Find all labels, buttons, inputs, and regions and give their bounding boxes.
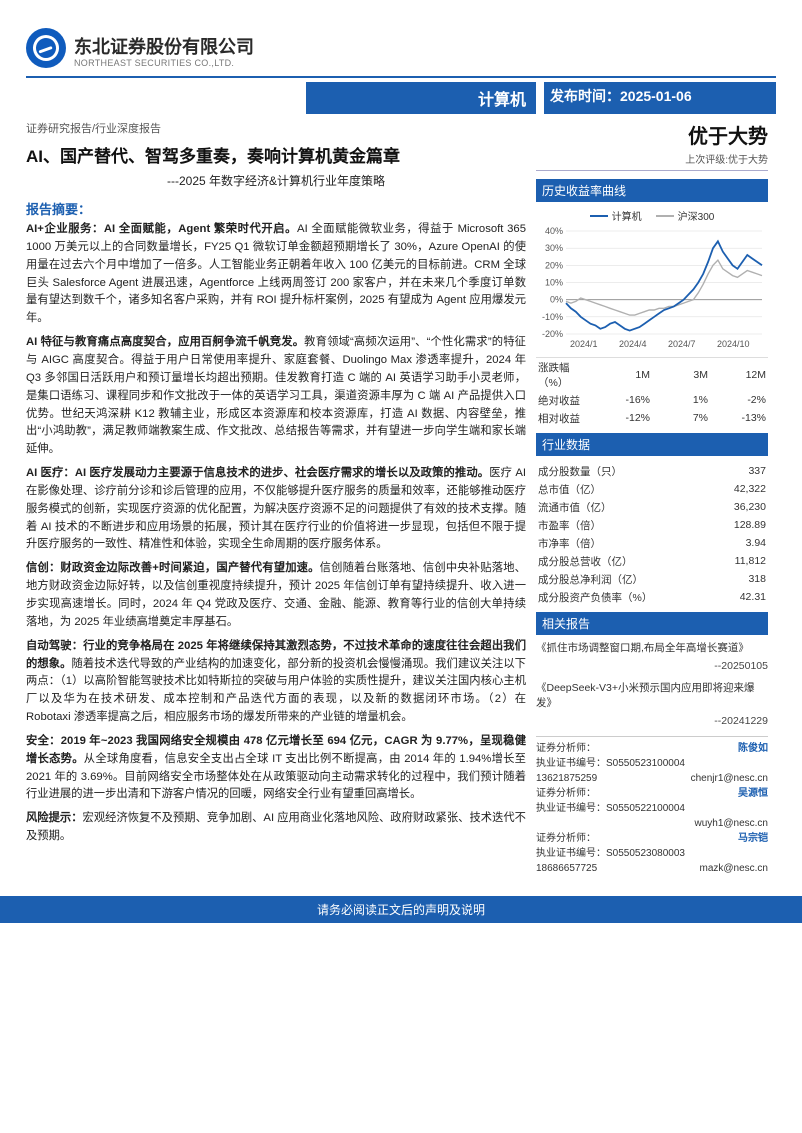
sector-tab: 计算机: [306, 82, 536, 114]
svg-text:2024/10: 2024/10: [717, 339, 750, 349]
svg-text:10%: 10%: [545, 278, 563, 288]
analyst-license: 执业证书编号：S0550523080003: [536, 846, 768, 861]
performance-table: 涨跌幅（%）1M3M12M绝对收益-16%1%-2%相对收益-12%7%-13%: [536, 358, 768, 427]
svg-text:2024/1: 2024/1: [570, 339, 598, 349]
summary-paragraph: AI+企业服务：AI 全面赋能，Agent 繁荣时代开启。AI 全面赋能微软业务…: [26, 221, 526, 328]
returns-chart: 计算机沪深300 -20% -10% 0% 10% 20% 30% 40% 2024/1 202…: [536, 208, 768, 358]
summary-paragraph: AI 特征与教育痛点高度契合，应用百舸争流千帆竞发。教育领域“高频次运用”、“个…: [26, 334, 526, 459]
rating-box: 优于大势 上次评级:优于大势: [536, 120, 768, 171]
summary-body: AI+企业服务：AI 全面赋能，Agent 繁荣时代开启。AI 全面赋能微软业务…: [26, 221, 526, 846]
summary-paragraph: AI 医疗：AI 医疗发展动力主要源于信息技术的进步、社会医疗需求的增长以及政策…: [26, 465, 526, 554]
rating-main: 优于大势: [536, 120, 768, 149]
summary-paragraph: 安全：2019 年~2023 我国网络安全规模由 478 亿元增长至 694 亿…: [26, 733, 526, 804]
svg-text:30%: 30%: [545, 243, 563, 253]
related-report-date: --20241229: [536, 714, 768, 730]
analyst-license: 执业证书编号：S0550522100004: [536, 801, 768, 816]
summary-header: 报告摘要：: [26, 199, 526, 218]
svg-text:40%: 40%: [545, 226, 563, 236]
returns-chart-svg: -20% -10% 0% 10% 20% 30% 40% 2024/1 2024/4 2024/7…: [536, 225, 768, 350]
summary-paragraph: 自动驾驶：行业的竞争格局在 2025 年将继续保持其激烈态势，不过技术革命的速度…: [26, 638, 526, 727]
analyst-license: 执业证书编号：S0550523100004: [536, 756, 768, 771]
analyst-name-row: 证券分析师：马宗铠: [536, 831, 768, 846]
publish-date: 发布时间：2025-01-06: [544, 82, 776, 114]
company-name-en: NORTHEAST SECURITIES CO.,LTD.: [74, 58, 254, 68]
analyst-contact: 13621875259chenjr1@nesc.cn: [536, 771, 768, 786]
analyst-name-row: 证券分析师：吴源恒: [536, 786, 768, 801]
chart-header: 历史收益率曲线: [536, 179, 768, 202]
legend-item: 沪深300: [656, 208, 715, 223]
report-subtitle: ---2025 年数字经济&计算机行业年度策略: [26, 172, 526, 189]
summary-paragraph: 信创：财政资金边际改善+时间紧迫，国产替代有望加速。信创随着台账落地、信创中央补…: [26, 560, 526, 631]
summary-paragraph: 风险提示：宏观经济恢复不及预期、竞争加剧、AI 应用商业化落地风险、政府财政紧张…: [26, 810, 526, 846]
svg-text:2024/7: 2024/7: [668, 339, 696, 349]
analyst-contact: 18686657725mazk@nesc.cn: [536, 861, 768, 876]
footer-disclaimer: 请务必阅读正文后的声明及说明: [0, 896, 802, 923]
industry-data-header: 行业数据: [536, 433, 768, 456]
company-logo-icon: [26, 28, 66, 68]
analyst-name-row: 证券分析师：陈俊如: [536, 741, 768, 756]
company-name-cn: 东北证券股份有限公司: [74, 38, 254, 58]
header-rule: [26, 76, 776, 78]
related-reports-header: 相关报告: [536, 612, 768, 635]
svg-text:-20%: -20%: [542, 329, 563, 339]
svg-text:20%: 20%: [545, 260, 563, 270]
svg-text:2024/4: 2024/4: [619, 339, 647, 349]
svg-text:-10%: -10%: [542, 312, 563, 322]
report-title: AI、国产替代、智驾多重奏，奏响计算机黄金篇章: [26, 146, 526, 168]
legend-item: 计算机: [590, 208, 642, 223]
related-reports-list: 《抓住市场调整窗口期,布局全年高增长赛道》 --20250105 《DeepSeek…: [536, 641, 768, 730]
rating-prev: 上次评级:优于大势: [536, 151, 768, 166]
related-report-title: 《DeepSeek-V3+小米预示国内应用即将迎来爆发》: [536, 681, 768, 713]
svg-text:0%: 0%: [550, 295, 563, 305]
related-report-date: --20250105: [536, 659, 768, 675]
analyst-contact: wuyh1@nesc.cn: [536, 816, 768, 831]
analysts-block: 证券分析师：陈俊如执业证书编号：S05505231000041362187525…: [536, 736, 768, 876]
report-breadcrumb: 证券研究报告/行业深度报告: [26, 120, 526, 136]
industry-data-table: 成分股数量（只）337总市值（亿）42,322流通市值（亿）36,230市盈率（…: [536, 462, 768, 606]
related-report-title: 《抓住市场调整窗口期,布局全年高增长赛道》: [536, 641, 768, 657]
report-header: 东北证券股份有限公司 NORTHEAST SECURITIES CO.,LTD.: [26, 22, 776, 74]
